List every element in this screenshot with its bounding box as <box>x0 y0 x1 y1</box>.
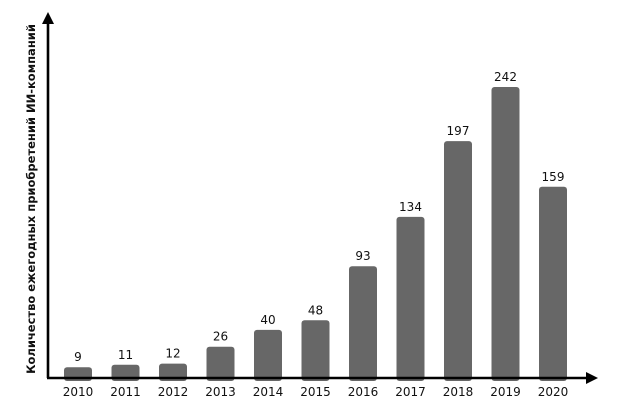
value-label-2012: 12 <box>165 347 180 361</box>
x-tick-label-2010: 2010 <box>63 385 94 399</box>
value-label-2011: 11 <box>118 348 133 362</box>
x-tick-label-2018: 2018 <box>443 385 474 399</box>
x-tick-label-2015: 2015 <box>300 385 331 399</box>
bar-2018 <box>444 141 472 381</box>
value-label-2020: 159 <box>542 170 565 184</box>
value-label-2019: 242 <box>494 70 517 84</box>
bar-2014 <box>254 329 282 381</box>
value-label-2010: 9 <box>74 350 82 364</box>
bar-2012 <box>159 363 187 381</box>
x-tick-label-2016: 2016 <box>348 385 379 399</box>
x-tick-label-2012: 2012 <box>158 385 189 399</box>
x-tick-label-2020: 2020 <box>538 385 569 399</box>
y-axis-title: Количество ежегодных приобретений ИИ-ком… <box>24 24 38 374</box>
x-tick-label-2017: 2017 <box>395 385 426 399</box>
y-axis-arrow-icon <box>42 12 54 24</box>
value-label-2013: 26 <box>213 330 228 344</box>
bar-2016 <box>349 266 377 381</box>
x-axis-arrow-icon <box>586 372 598 384</box>
value-labels-group: 9 11 12 26 40 48 93 134 197 242 159 <box>74 70 564 364</box>
value-label-2018: 197 <box>447 124 470 138</box>
bar-2019 <box>491 87 520 381</box>
x-tick-label-2014: 2014 <box>253 385 284 399</box>
value-label-2016: 93 <box>355 249 370 263</box>
x-tick-labels-group: 2010 2011 2012 2013 2014 2015 2016 2017 2018 2019… <box>63 385 569 399</box>
bar-2017 <box>396 216 425 381</box>
bar-2020 <box>539 186 567 381</box>
x-tick-label-2019: 2019 <box>490 385 521 399</box>
bars-group <box>64 87 567 381</box>
value-label-2014: 40 <box>260 313 275 327</box>
x-tick-label-2011: 2011 <box>110 385 141 399</box>
x-tick-label-2013: 2013 <box>205 385 236 399</box>
value-label-2017: 134 <box>399 200 422 214</box>
value-label-2015: 48 <box>308 303 323 317</box>
bar-2015 <box>301 320 330 381</box>
bar-2013 <box>206 346 235 381</box>
